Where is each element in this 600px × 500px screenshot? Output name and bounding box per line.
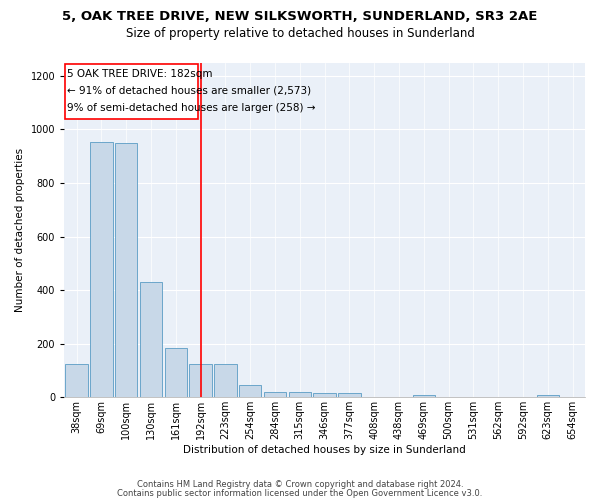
- Bar: [313, 394, 336, 398]
- Bar: [90, 142, 113, 398]
- Bar: [214, 364, 236, 398]
- Text: 5, OAK TREE DRIVE, NEW SILKSWORTH, SUNDERLAND, SR3 2AE: 5, OAK TREE DRIVE, NEW SILKSWORTH, SUNDE…: [62, 10, 538, 23]
- Bar: [289, 392, 311, 398]
- Bar: [190, 364, 212, 398]
- FancyBboxPatch shape: [65, 64, 198, 118]
- Text: ← 91% of detached houses are smaller (2,573): ← 91% of detached houses are smaller (2,…: [67, 86, 311, 96]
- X-axis label: Distribution of detached houses by size in Sunderland: Distribution of detached houses by size …: [183, 445, 466, 455]
- Bar: [140, 282, 162, 398]
- Bar: [239, 385, 262, 398]
- Text: 5 OAK TREE DRIVE: 182sqm: 5 OAK TREE DRIVE: 182sqm: [67, 69, 212, 79]
- Y-axis label: Number of detached properties: Number of detached properties: [15, 148, 25, 312]
- Text: Size of property relative to detached houses in Sunderland: Size of property relative to detached ho…: [125, 28, 475, 40]
- Text: Contains public sector information licensed under the Open Government Licence v3: Contains public sector information licen…: [118, 488, 482, 498]
- Bar: [413, 394, 435, 398]
- Bar: [536, 394, 559, 398]
- Bar: [65, 364, 88, 398]
- Bar: [115, 143, 137, 398]
- Bar: [164, 348, 187, 398]
- Text: Contains HM Land Registry data © Crown copyright and database right 2024.: Contains HM Land Registry data © Crown c…: [137, 480, 463, 489]
- Text: 9% of semi-detached houses are larger (258) →: 9% of semi-detached houses are larger (2…: [67, 102, 315, 113]
- Bar: [264, 392, 286, 398]
- Bar: [338, 394, 361, 398]
